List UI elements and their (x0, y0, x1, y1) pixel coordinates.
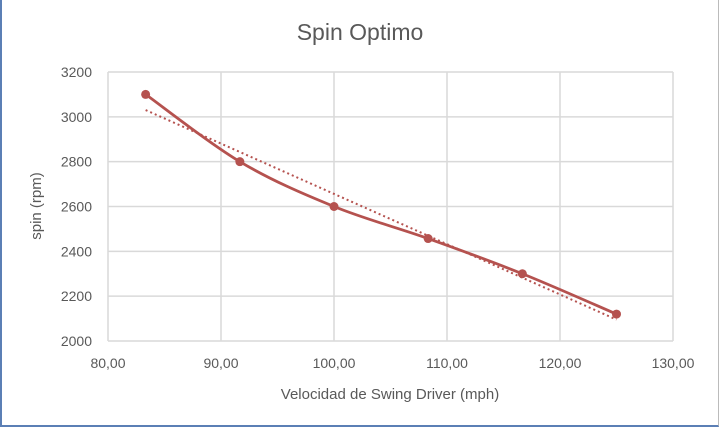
y-tick-labels: 2000 2200 2400 2600 2800 3000 3200 (61, 64, 92, 349)
series (141, 89, 621, 319)
y-tick-label: 2200 (61, 288, 92, 304)
x-tick-label: 110,00 (426, 355, 468, 371)
trendline-line (145, 109, 617, 321)
data-point (517, 269, 527, 279)
x-tick-label: 90,00 (203, 355, 238, 371)
data-point (141, 89, 151, 99)
x-tick-label: 100,00 (313, 355, 356, 371)
trendline (145, 109, 617, 321)
x-axis-label: Velocidad de Swing Driver (mph) (281, 386, 499, 403)
data-point (329, 202, 339, 211)
y-tick-label: 3200 (61, 64, 92, 80)
y-tick-label: 2000 (61, 333, 92, 349)
series-line (144, 93, 618, 316)
x-tick-labels: 80,00 90,00 100,00 110,00 120,00 130,00 (90, 355, 694, 371)
y-tick-label: 2400 (61, 243, 92, 259)
y-axis-label: spin (rpm) (28, 172, 45, 240)
y-tick-label: 2600 (61, 199, 92, 215)
y-tick-label: 2800 (61, 154, 92, 170)
x-tick-label: 130,00 (652, 355, 695, 371)
gridlines (107, 71, 674, 342)
y-tick-label: 3000 (61, 109, 92, 125)
data-point (423, 234, 433, 244)
data-point (235, 157, 245, 167)
x-tick-label: 80,00 (90, 355, 125, 371)
chart-title: Spin Optimo (297, 19, 424, 45)
x-tick-label: 120,00 (539, 355, 582, 371)
data-point (612, 309, 621, 319)
